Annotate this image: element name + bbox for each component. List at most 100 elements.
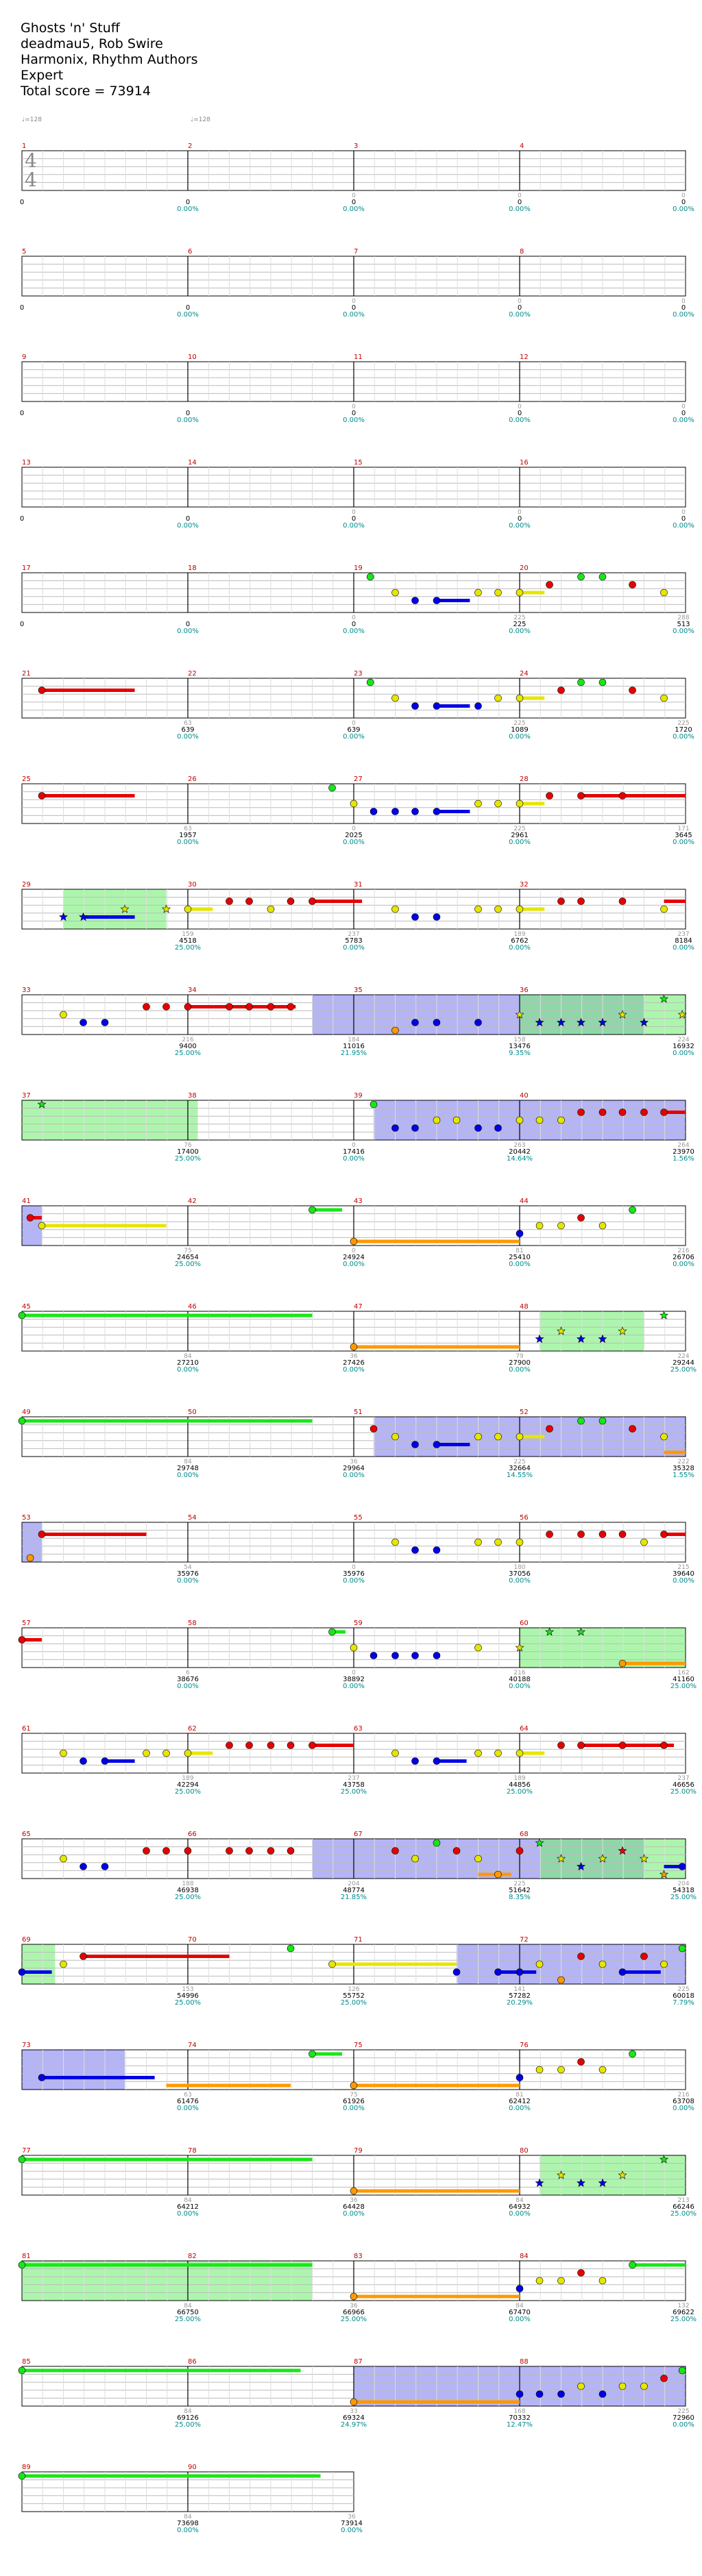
- row-end-percent: 0.00%: [673, 944, 694, 952]
- bar-number: 13: [22, 459, 31, 467]
- note-gem: [678, 1944, 686, 1953]
- note-gem: [618, 1968, 627, 1976]
- row-end-percent: 25.00%: [670, 2210, 697, 2218]
- bar-score: 67470: [509, 2309, 531, 2316]
- note-gem: [18, 2472, 26, 2480]
- note-gem: [474, 1855, 482, 1863]
- measure-score: 0: [352, 193, 356, 199]
- note-gem: [38, 2074, 46, 2081]
- bar-percent: 25.00%: [175, 1788, 201, 1796]
- note-gem: [577, 1953, 585, 1960]
- bar-score: 69324: [343, 2414, 365, 2422]
- bar-percent: 0.00%: [177, 206, 199, 213]
- bar-score: 66966: [343, 2309, 365, 2316]
- bar-percent: 25.00%: [175, 2421, 201, 2429]
- note-gem: [267, 1847, 275, 1855]
- measure-score: 75: [350, 2092, 357, 2098]
- row-end-score: 16932: [673, 1043, 694, 1050]
- note-gem: [370, 1100, 378, 1109]
- bar-score: 0: [352, 304, 356, 312]
- note-gem: [577, 573, 585, 581]
- overdrive-note-star-icon: [577, 1017, 585, 1027]
- bar-percent: 0.00%: [343, 1366, 365, 1374]
- note-gem: [143, 1847, 150, 1855]
- note-gem: [433, 1116, 441, 1124]
- note-gem: [328, 1628, 336, 1636]
- song-header: Ghosts 'n' Stuff deadmau5, Rob Swire Har…: [21, 21, 198, 99]
- bar-percent: 0.00%: [177, 1472, 199, 1479]
- note-gem: [516, 1968, 524, 1976]
- bar-percent: 0.00%: [343, 1472, 365, 1479]
- bar-percent: 0.00%: [509, 1261, 531, 1268]
- overdrive-note-star-icon: [535, 1334, 544, 1343]
- bar-score: 0: [352, 515, 356, 523]
- row-end-score: 60018: [673, 1992, 694, 2000]
- note-gem: [535, 2066, 544, 2074]
- note-gem: [452, 1116, 461, 1124]
- note-gem: [474, 1124, 482, 1132]
- note-gem: [535, 2390, 544, 2398]
- bar-percent: 12.47%: [507, 2421, 533, 2429]
- bar-percent: 25.00%: [175, 1999, 201, 2007]
- bar-percent: 0.00%: [177, 1683, 199, 1690]
- measure-score: 225: [677, 720, 689, 727]
- bar-percent: 0.00%: [343, 417, 365, 424]
- measure-score: 0: [352, 1670, 356, 1676]
- measure-score: 84: [184, 2303, 192, 2309]
- bar-percent: 25.00%: [175, 1050, 201, 1057]
- note-gem: [370, 808, 378, 815]
- overdrive-note-star-icon: [618, 1846, 627, 1855]
- note-gem: [577, 2269, 585, 2277]
- measure-score: 216: [677, 2092, 689, 2098]
- bar-score: 639: [181, 726, 194, 734]
- measure-score: 216: [513, 1670, 525, 1676]
- note-gem: [38, 792, 46, 800]
- bar-score: 38892: [343, 1676, 365, 1683]
- bar-number: 89: [22, 2464, 31, 2471]
- bar-number: 87: [354, 2358, 363, 2366]
- measure-score: 0: [352, 404, 356, 410]
- tempo-mark: ♩=128: [191, 116, 210, 123]
- bar-number: 34: [188, 987, 197, 994]
- row-end-score: 66246: [673, 2203, 694, 2211]
- bar-number: 10: [188, 354, 197, 361]
- note-gem: [433, 913, 441, 921]
- bar-score: 40188: [509, 1676, 531, 1683]
- bar-percent: 0.00%: [177, 522, 199, 530]
- bar-score: 46938: [177, 1887, 199, 1894]
- bar-percent: 0.00%: [343, 2105, 365, 2112]
- note-gem: [640, 1953, 648, 1960]
- measure-score: 0: [352, 615, 356, 621]
- bar-score: 13476: [509, 1043, 531, 1050]
- row-end-score: 0: [681, 410, 686, 417]
- overdrive-note-star-icon: [162, 904, 171, 913]
- bar-score: 25410: [509, 1254, 531, 1261]
- bar-score: 0: [20, 621, 24, 628]
- note-gem: [18, 1636, 26, 1644]
- bar-number: 66: [188, 1831, 197, 1838]
- note-gem: [557, 2066, 565, 2074]
- measure-score: 225: [513, 1459, 525, 1465]
- note-gem: [80, 1863, 87, 1870]
- measure-score: 84: [184, 2514, 192, 2521]
- overdrive-note-star-icon: [59, 912, 68, 921]
- bar-percent: 0.00%: [343, 2210, 365, 2218]
- measure-score: 204: [348, 1881, 359, 1887]
- bar-number: 17: [22, 565, 31, 572]
- bar-number: 79: [354, 2147, 363, 2155]
- overdrive-note-star-icon: [545, 1627, 555, 1636]
- bar-percent: 0.00%: [509, 2210, 531, 2218]
- bar-percent: 0.00%: [177, 417, 199, 424]
- overdrive-note-star-icon: [598, 1854, 607, 1863]
- measure-score: 0: [352, 1142, 356, 1149]
- note-gem: [287, 1847, 295, 1855]
- bar-score: 44856: [509, 1781, 531, 1789]
- note-gem: [60, 1855, 67, 1863]
- note-gem: [516, 1433, 524, 1441]
- note-gem: [516, 1116, 524, 1124]
- note-gem: [557, 2277, 565, 2285]
- note-gem: [678, 1863, 686, 1870]
- measure-score: 0: [352, 509, 356, 516]
- overdrive-region: [63, 889, 167, 929]
- measure-score: 81: [516, 2092, 523, 2098]
